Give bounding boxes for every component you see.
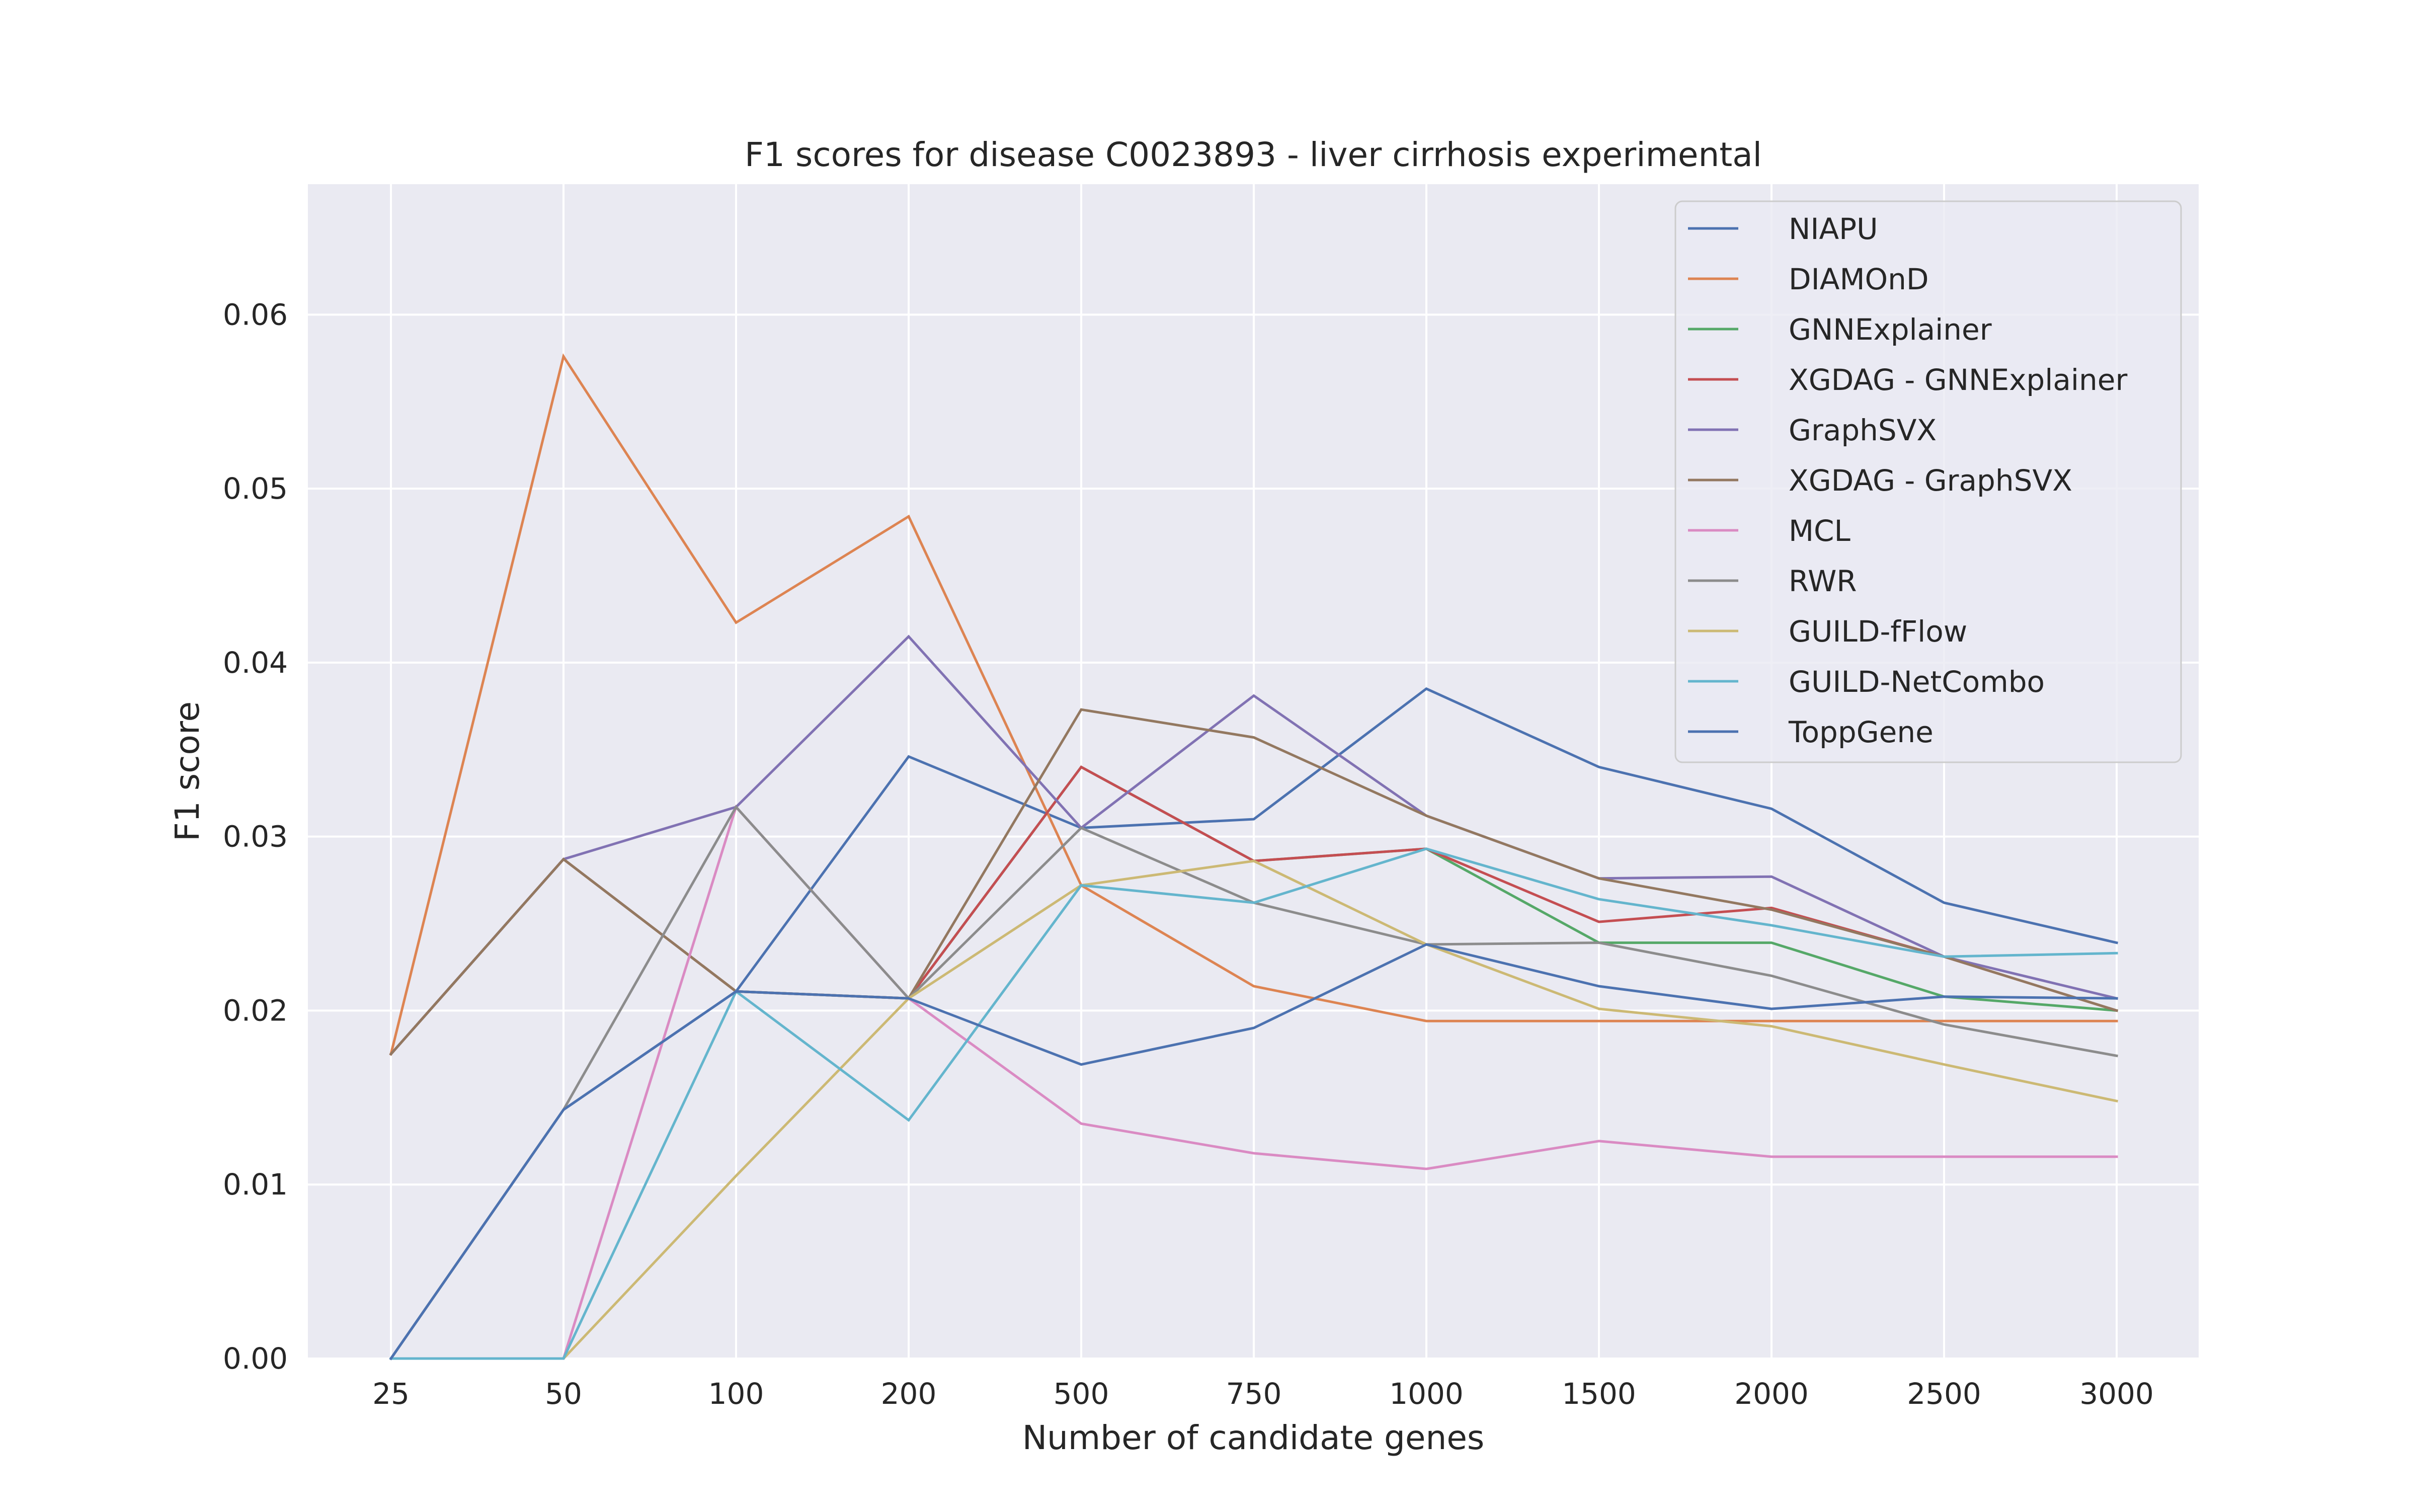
x-axis-label: Number of candidate genes	[1022, 1418, 1485, 1457]
x-tick-label: 25	[372, 1377, 410, 1411]
legend-label: GraphSVX	[1789, 413, 1937, 447]
y-tick-label: 0.01	[223, 1167, 288, 1202]
legend-label: MCL	[1789, 514, 1850, 548]
x-tick-label: 50	[545, 1377, 582, 1411]
y-axis-label: F1 score	[168, 701, 207, 841]
x-tick-label: 3000	[2079, 1377, 2154, 1411]
x-tick-label: 100	[708, 1377, 764, 1411]
legend-label: DIAMOnD	[1789, 262, 1929, 296]
y-tick-label: 0.06	[223, 297, 288, 332]
x-tick-label: 200	[881, 1377, 937, 1411]
legend-label: GUILD-NetCombo	[1789, 665, 2045, 699]
x-tick-label: 1500	[1562, 1377, 1636, 1411]
legend-label: RWR	[1789, 564, 1857, 598]
x-tick-label: 2500	[1907, 1377, 1981, 1411]
y-tick-label: 0.02	[223, 993, 288, 1027]
x-tick-label: 750	[1226, 1377, 1282, 1411]
legend: NIAPU DIAMOnD GNNExplainer XGDAG - GNNExpla…	[1675, 201, 2181, 762]
legend-label: XGDAG - GNNExplainer	[1789, 363, 2127, 397]
y-tick-label: 0.00	[223, 1341, 288, 1376]
y-tick-label: 0.03	[223, 820, 288, 854]
x-tick-label: 1000	[1389, 1377, 1464, 1411]
legend-label: NIAPU	[1789, 212, 1878, 246]
legend-label: ToppGene	[1788, 715, 1934, 749]
x-tick-label: 500	[1054, 1377, 1109, 1411]
x-tick-label: 2000	[1734, 1377, 1809, 1411]
legend-label: GNNExplainer	[1789, 312, 1992, 347]
y-tick-label: 0.04	[223, 646, 288, 680]
chart-title: F1 scores for disease C0023893 - liver c…	[745, 135, 1762, 174]
y-tick-label: 0.05	[223, 471, 288, 506]
legend-label: XGDAG - GraphSVX	[1789, 463, 2072, 498]
legend-label: GUILD-fFlow	[1789, 614, 1967, 649]
